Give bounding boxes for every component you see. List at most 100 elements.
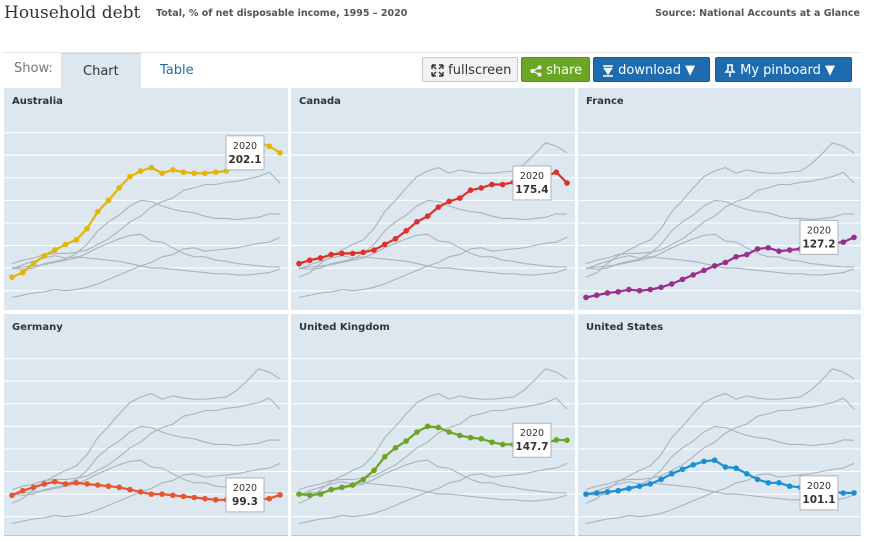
share-button[interactable]: share: [521, 57, 590, 82]
share-icon: [530, 63, 546, 78]
tooltip-value: 127.2: [802, 238, 835, 250]
context-line-australia: [11, 368, 281, 504]
data-point-australia-2012: [191, 170, 198, 177]
data-point-germany-1995: [9, 492, 15, 499]
context-line-united-states: [11, 233, 281, 269]
context-line-australia: [298, 142, 568, 278]
context-line-canada: [11, 397, 281, 491]
context-line-germany: [585, 255, 855, 276]
page-title: Household debt: [4, 3, 141, 23]
data-point-united-kingdom-2000: [349, 482, 356, 488]
value-tooltip-united-kingdom: 2020 147.7: [512, 422, 552, 458]
value-tooltip-australia: 2020 202.1: [225, 135, 265, 171]
tab-table[interactable]: Table: [160, 63, 194, 78]
panel-title-france: France: [586, 96, 624, 107]
data-point-france-1995: [583, 294, 589, 301]
context-line-australia: [298, 368, 568, 504]
panel-title-united-states: United States: [586, 322, 663, 333]
data-point-canada-2012: [478, 185, 485, 191]
data-point-united-kingdom-1996: [306, 492, 313, 499]
data-point-united-kingdom-2003: [381, 454, 388, 460]
data-point-united-kingdom-2002: [371, 467, 377, 474]
data-point-germany-2020: [277, 492, 283, 498]
data-point-australia-2000: [62, 241, 69, 248]
panel-title-united-kingdom: United Kingdom: [299, 322, 390, 333]
value-tooltip-united-states: 2020 101.1: [799, 475, 839, 511]
data-point-france-2008: [722, 259, 729, 266]
tooltip-year: 2020: [233, 141, 257, 152]
chart-subtitle: Total, % of net disposable income, 1995 …: [156, 8, 408, 19]
data-point-germany-2014: [212, 496, 219, 503]
data-point-france-1998: [615, 289, 621, 295]
data-point-united-kingdom-2012: [478, 435, 485, 442]
data-point-united-states-2008: [722, 464, 729, 470]
data-point-france-2012: [765, 244, 772, 251]
data-point-united-kingdom-1995: [296, 491, 302, 497]
fullscreen-button[interactable]: fullscreen: [422, 57, 518, 82]
data-point-united-kingdom-2013: [489, 439, 495, 445]
show-label: Show:: [14, 61, 53, 76]
data-point-united-kingdom-2008: [435, 424, 442, 431]
data-point-united-states-2012: [765, 480, 772, 486]
data-point-germany-2000: [62, 481, 69, 487]
context-line-germany: [298, 255, 568, 276]
data-point-australia-2009: [159, 170, 165, 177]
tooltip-box: [799, 475, 839, 511]
tooltip-value: 147.7: [515, 441, 548, 453]
tab-chart[interactable]: Chart: [61, 53, 141, 89]
download-button[interactable]: download ▼: [593, 57, 710, 82]
data-point-australia-2014: [212, 169, 219, 175]
panel-separator: [4, 310, 861, 314]
data-point-united-kingdom-2010: [457, 432, 463, 439]
data-point-canada-2013: [489, 181, 495, 188]
data-point-canada-2006: [414, 219, 420, 225]
data-point-france-2019: [840, 239, 847, 245]
data-point-australia-2008: [148, 164, 155, 171]
context-line-germany: [298, 481, 568, 502]
data-point-france-2006: [701, 267, 707, 274]
data-point-united-states-2009: [733, 465, 739, 471]
data-point-canada-1998: [328, 251, 334, 258]
pin-icon: [724, 63, 740, 78]
data-point-united-states-1996: [593, 490, 600, 496]
context-line-france: [11, 236, 281, 299]
tooltip-value: 99.3: [232, 496, 258, 508]
data-point-canada-2001: [360, 249, 367, 256]
data-point-france-2020: [851, 234, 857, 241]
share-label: share: [546, 63, 583, 78]
data-point-united-states-1998: [615, 487, 621, 494]
data-point-france-2000: [636, 287, 643, 294]
context-line-germany: [11, 255, 281, 276]
value-tooltip-france: 2020 127.2: [799, 219, 839, 255]
data-point-australia-1995: [9, 274, 15, 280]
data-point-united-kingdom-1998: [328, 486, 334, 493]
context-line-france: [298, 462, 568, 525]
data-point-united-states-2002: [658, 476, 664, 483]
chart-area: Australia 2020 202.1 Canada 2020 175.4 France 2…: [4, 88, 861, 536]
tooltip-value: 101.1: [802, 494, 835, 506]
source-note: Source: National Accounts at a Glance: [655, 8, 860, 19]
data-point-canada-2019: [553, 169, 560, 175]
data-point-australia-2019: [266, 143, 273, 149]
pinboard-label: My pinboard: [740, 63, 821, 78]
caret-down-icon: ▼: [824, 63, 835, 78]
toolbar: Show: Chart Table fullscreen share downl…: [4, 52, 861, 89]
data-point-canada-1997: [317, 255, 324, 261]
data-point-united-states-2005: [690, 461, 696, 468]
tooltip-year: 2020: [807, 225, 831, 236]
data-point-france-2002: [658, 284, 664, 291]
data-point-canada-2005: [403, 228, 409, 234]
data-point-france-2010: [744, 251, 750, 258]
data-point-germany-2019: [266, 495, 273, 502]
data-point-germany-2003: [94, 482, 101, 488]
data-point-australia-2006: [127, 173, 133, 180]
data-point-france-2013: [776, 248, 782, 254]
context-line-france: [585, 462, 855, 525]
pinboard-button[interactable]: My pinboard ▼: [715, 57, 852, 82]
data-point-united-kingdom-1999: [339, 484, 345, 491]
data-point-canada-2004: [392, 235, 399, 242]
data-point-canada-2000: [349, 250, 356, 257]
data-point-united-kingdom-2019: [553, 437, 560, 443]
panel-united-kingdom: United Kingdom 2020 147.7: [291, 322, 575, 525]
data-point-germany-2009: [159, 491, 165, 497]
